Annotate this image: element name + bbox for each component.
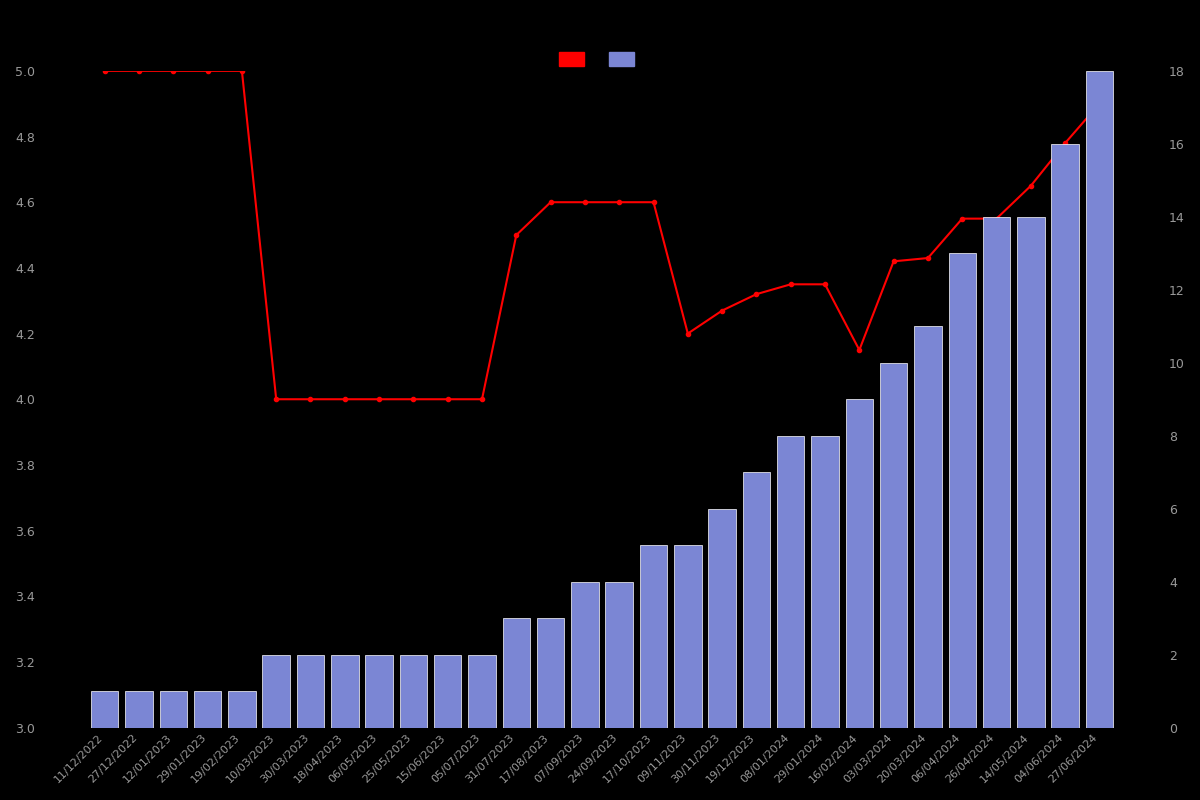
Bar	[811, 436, 839, 728]
Bar	[983, 217, 1010, 728]
Bar	[743, 472, 770, 728]
Bar	[434, 654, 462, 728]
Bar	[778, 436, 804, 728]
Bar	[400, 654, 427, 728]
Bar	[503, 618, 530, 728]
Bar	[125, 691, 152, 728]
Bar	[1051, 144, 1079, 728]
Bar	[1086, 71, 1114, 728]
Bar	[914, 326, 942, 728]
Bar	[228, 691, 256, 728]
Bar	[674, 545, 702, 728]
Bar	[948, 254, 976, 728]
Bar	[708, 509, 736, 728]
Bar	[571, 582, 599, 728]
Bar	[640, 545, 667, 728]
Legend: , : ,	[552, 45, 652, 74]
Bar	[846, 399, 874, 728]
Bar	[91, 691, 119, 728]
Bar	[296, 654, 324, 728]
Bar	[536, 618, 564, 728]
Bar	[468, 654, 496, 728]
Bar	[263, 654, 290, 728]
Bar	[880, 362, 907, 728]
Bar	[194, 691, 221, 728]
Bar	[160, 691, 187, 728]
Bar	[365, 654, 392, 728]
Bar	[331, 654, 359, 728]
Bar	[606, 582, 632, 728]
Bar	[1018, 217, 1044, 728]
